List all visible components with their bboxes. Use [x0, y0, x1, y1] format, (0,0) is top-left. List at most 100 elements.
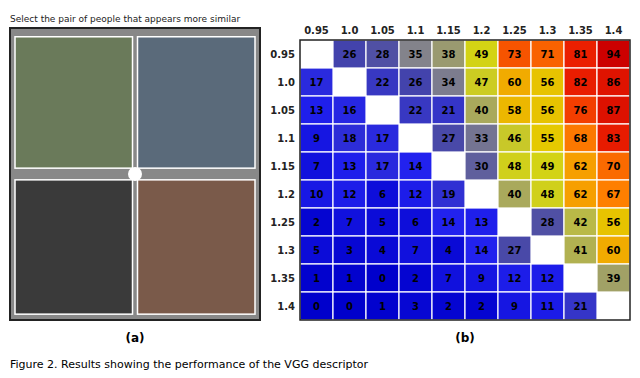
heatmap-cell [465, 152, 498, 180]
cell-label: 48 [541, 189, 555, 200]
cell-label: 70 [607, 161, 621, 172]
cell-label: 7 [346, 217, 353, 228]
cell-label: 21 [574, 301, 588, 312]
cell-label: 49 [541, 161, 555, 172]
cell-label: 40 [508, 189, 522, 200]
heatmap-cell [333, 152, 366, 180]
heatmap-cell [432, 236, 465, 264]
cell-label: 2 [478, 301, 485, 312]
cell-label: 2 [445, 301, 452, 312]
y-tick-label: 0.95 [270, 49, 295, 60]
heatmap-cell [300, 264, 333, 292]
heatmap-cell [531, 180, 564, 208]
heatmap-cell [564, 180, 597, 208]
heatmap-cell [366, 68, 399, 96]
heatmap-cell [465, 264, 498, 292]
cell-label: 60 [607, 245, 621, 256]
heatmap-cell [432, 124, 465, 152]
title: Select the pair of people that appears m… [10, 14, 240, 24]
x-tick-label: 1.25 [502, 25, 527, 36]
cell-label: 14 [442, 217, 456, 228]
cell-label: 82 [574, 77, 588, 88]
cell-label: 81 [574, 49, 588, 60]
heatmap-cell [300, 292, 333, 320]
heatmap-cell [399, 264, 432, 292]
heatmap-cell [333, 124, 366, 152]
photo-quadrant [15, 180, 133, 314]
cell-label: 55 [541, 133, 555, 144]
cell-label: 28 [376, 49, 390, 60]
heatmap-cell [564, 124, 597, 152]
heatmap-cell [531, 96, 564, 124]
cell-label: 41 [574, 245, 588, 256]
heatmap-cell [300, 180, 333, 208]
heatmap-cell [597, 208, 630, 236]
panel-label: (b) [455, 331, 475, 345]
cell-label: 12 [409, 189, 423, 200]
cell-label: 76 [574, 105, 588, 116]
cell-label: 48 [508, 161, 522, 172]
cell-label: 2 [313, 217, 320, 228]
heatmap-cell [564, 152, 597, 180]
y-tick-label: 1.15 [270, 161, 295, 172]
x-tick-label: 1.15 [436, 25, 461, 36]
cell-label: 0 [379, 273, 386, 284]
cell-label: 3 [412, 301, 419, 312]
cell-label: 9 [313, 133, 320, 144]
cell-label: 9 [511, 301, 518, 312]
cell-label: 58 [508, 105, 522, 116]
cell-label: 46 [508, 133, 522, 144]
heatmap-cell [366, 124, 399, 152]
heatmap-cell [399, 180, 432, 208]
heatmap-cell [300, 68, 333, 96]
heatmap-cell [564, 40, 597, 68]
chart: Select the pair of people that appears m… [0, 0, 640, 378]
heatmap-cell [465, 40, 498, 68]
heatmap-cell [432, 208, 465, 236]
cell-label: 3 [346, 245, 353, 256]
y-tick-label: 1.2 [277, 189, 295, 200]
cell-label: 83 [607, 133, 621, 144]
cell-label: 2 [412, 273, 419, 284]
heatmap-cell [366, 292, 399, 320]
heatmap-cell [399, 40, 432, 68]
cell-label: 56 [541, 105, 555, 116]
heatmap-cell [498, 292, 531, 320]
cell-label: 12 [343, 189, 357, 200]
cell-label: 86 [607, 77, 621, 88]
x-tick-label: 1.4 [605, 25, 623, 36]
heatmap-cell [498, 96, 531, 124]
heatmap-cell [399, 292, 432, 320]
heatmap-cell [300, 208, 333, 236]
heatmap-cell [432, 68, 465, 96]
heatmap-cell [432, 40, 465, 68]
photo-quadrant [138, 37, 256, 168]
heatmap-cell [531, 124, 564, 152]
cell-label: 62 [574, 161, 588, 172]
heatmap-cell [399, 96, 432, 124]
heatmap-cell [432, 264, 465, 292]
cell-label: 35 [409, 49, 423, 60]
cell-label: 28 [541, 217, 555, 228]
cell-label: 19 [442, 189, 456, 200]
cell-label: 7 [412, 245, 419, 256]
heatmap-frame [300, 40, 630, 320]
heatmap-cell [498, 152, 531, 180]
cell-label: 1 [346, 273, 353, 284]
y-tick-label: 1.25 [270, 217, 295, 228]
heatmap-cell [498, 124, 531, 152]
heatmap-cell [564, 208, 597, 236]
heatmap-cell [399, 152, 432, 180]
heatmap-cell [531, 68, 564, 96]
heatmap-cell [366, 152, 399, 180]
heatmap-cell [333, 208, 366, 236]
heatmap-cell [366, 208, 399, 236]
x-tick-label: 1.2 [473, 25, 491, 36]
cell-label: 16 [343, 105, 357, 116]
heatmap-cell [432, 180, 465, 208]
y-tick-label: 1.1 [277, 133, 295, 144]
cell-label: 17 [310, 77, 324, 88]
cell-label: 14 [409, 161, 423, 172]
cell-label: 0 [346, 301, 353, 312]
y-tick-label: 1.0 [277, 77, 295, 88]
